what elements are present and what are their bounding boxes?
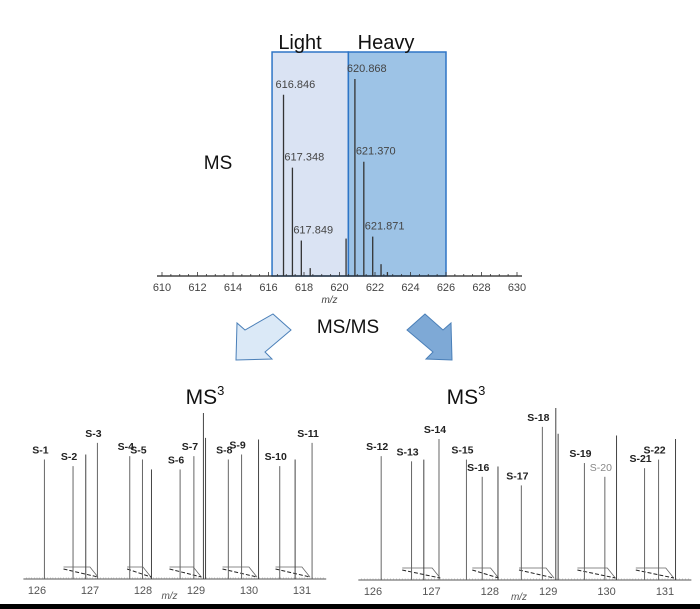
group-outline bbox=[402, 567, 441, 579]
x-axis-label: m/z bbox=[511, 592, 527, 603]
x-axis-label: m/z bbox=[321, 295, 337, 306]
heavy-title: Heavy bbox=[358, 32, 415, 54]
reporter-label: S-6 bbox=[168, 454, 185, 466]
group-outline bbox=[222, 566, 258, 578]
reporter-label: S-11 bbox=[297, 428, 319, 440]
ms3-left-base: MS bbox=[186, 386, 218, 409]
peak-label: 617.348 bbox=[284, 152, 324, 164]
tick-label: 131 bbox=[293, 585, 311, 597]
reporter-label: S-17 bbox=[506, 470, 528, 482]
tick-label: 614 bbox=[224, 282, 242, 294]
tick-label: 628 bbox=[472, 282, 490, 294]
peak-label: 621.370 bbox=[356, 146, 396, 158]
region-light bbox=[271, 51, 350, 277]
ms3-right-title: MS3 bbox=[447, 383, 486, 409]
tick-label: 620 bbox=[330, 282, 348, 294]
ms3-left-title: MS3 bbox=[186, 383, 225, 409]
reporter-label: S-19 bbox=[569, 448, 591, 460]
tick-label: 130 bbox=[597, 586, 615, 598]
light-title: Light bbox=[278, 32, 322, 54]
region-heavy bbox=[347, 51, 447, 277]
peak-label: 621.871 bbox=[365, 221, 405, 233]
group-outline bbox=[577, 567, 616, 579]
reporter-label: S-8 bbox=[216, 444, 233, 456]
group-dashed-line bbox=[577, 569, 616, 579]
peak-label: 616.846 bbox=[276, 79, 316, 91]
ms3-right-base: MS bbox=[447, 386, 479, 409]
tick-label: 129 bbox=[539, 586, 557, 598]
group-dashed-line bbox=[402, 569, 441, 579]
reporter-label: S-14 bbox=[424, 424, 446, 436]
tick-label: 127 bbox=[81, 585, 99, 597]
tick-label: 630 bbox=[508, 282, 526, 294]
ms3-left-spectrum: 126 127 128 129 130 131m/zS-1S-2S-3S-4S-5S-6S… bbox=[23, 413, 327, 602]
reporter-label: S-16 bbox=[467, 462, 489, 474]
group-outline bbox=[63, 566, 99, 578]
tick-label: 128 bbox=[481, 586, 499, 598]
group-outline bbox=[472, 567, 499, 579]
ms-isolation-windows bbox=[271, 51, 447, 277]
peak-label: 620.868 bbox=[347, 63, 387, 75]
right-arrow-icon bbox=[406, 313, 453, 361]
ms-title: MS bbox=[204, 153, 233, 174]
reporter-label: S-18 bbox=[527, 412, 549, 424]
ms-spectrum: 610 612 614 616 618 620 622 624 626 628 630 m/z 616.… bbox=[153, 63, 526, 306]
x-axis-label: m/z bbox=[161, 591, 177, 602]
tick-label: 126 bbox=[28, 585, 46, 597]
ms3-right-sup: 3 bbox=[478, 383, 485, 398]
reporter-label: S-2 bbox=[61, 451, 78, 463]
tick-label: 618 bbox=[295, 282, 313, 294]
group-dashed-line bbox=[472, 569, 499, 579]
tick-label: 129 bbox=[187, 585, 205, 597]
group-outline bbox=[169, 566, 202, 578]
reporter-label: S-1 bbox=[32, 444, 49, 456]
group-outline bbox=[635, 567, 675, 579]
ms3-left-sup: 3 bbox=[217, 383, 224, 398]
bottom-bar bbox=[0, 604, 700, 609]
group-outline bbox=[275, 566, 311, 578]
reporter-label: S-22 bbox=[643, 445, 665, 457]
tick-label: 626 bbox=[437, 282, 455, 294]
msms-title: MS/MS bbox=[317, 317, 379, 338]
reporter-label: S-4 bbox=[118, 441, 135, 453]
group-dashed-line bbox=[635, 569, 674, 579]
tick-label: 612 bbox=[188, 282, 206, 294]
left-arrow-icon bbox=[235, 313, 292, 361]
peak-label: 617.849 bbox=[293, 225, 333, 237]
tick-label: 131 bbox=[656, 586, 674, 598]
group-outline bbox=[519, 567, 555, 579]
reporter-label: S-5 bbox=[130, 444, 147, 456]
tick-label: 622 bbox=[366, 282, 384, 294]
tick-label: 130 bbox=[240, 585, 258, 597]
reporter-label: S-9 bbox=[229, 440, 246, 452]
tick-label: 127 bbox=[422, 586, 440, 598]
reporter-label: S-21 bbox=[629, 453, 651, 465]
tick-label: 616 bbox=[259, 282, 277, 294]
reporter-label: S-3 bbox=[85, 428, 102, 440]
group-dashed-line bbox=[126, 568, 152, 578]
reporter-label: S-12 bbox=[366, 441, 388, 453]
tick-label: 610 bbox=[153, 282, 171, 294]
tick-label: 128 bbox=[134, 585, 152, 597]
reporter-label: S-15 bbox=[451, 445, 473, 457]
reporter-label: S-13 bbox=[396, 446, 418, 458]
tick-label: 126 bbox=[364, 586, 382, 598]
group-dashed-line bbox=[169, 568, 202, 578]
ms3-right-spectrum: 126 127 128 129 130 131 m/z S-12 S-13 S-14 S-15 S-1… bbox=[358, 408, 692, 603]
reporter-label: S-20 bbox=[590, 462, 612, 474]
reporter-label: S-10 bbox=[265, 451, 287, 463]
tick-label: 624 bbox=[401, 282, 419, 294]
reporter-label: S-7 bbox=[182, 441, 199, 453]
